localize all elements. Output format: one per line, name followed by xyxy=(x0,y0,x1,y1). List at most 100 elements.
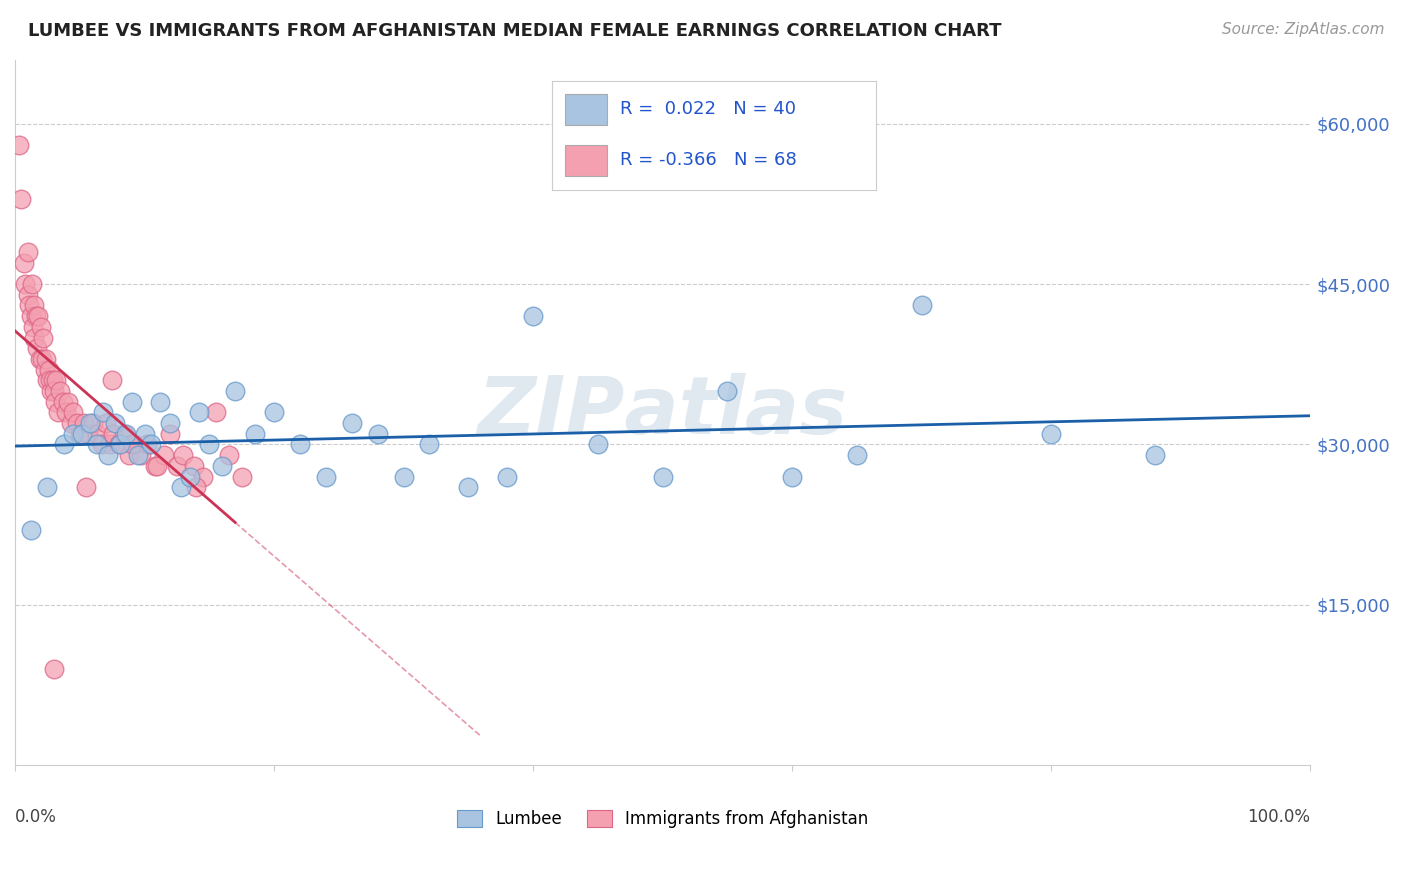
Point xyxy=(22,319,45,334)
Point xyxy=(22,298,45,312)
Legend: Lumbee, Immigrants from Afghanistan: Lumbee, Immigrants from Afghanistan xyxy=(450,803,875,834)
Point xyxy=(121,437,143,451)
Point xyxy=(315,469,337,483)
Text: 0.0%: 0.0% xyxy=(15,807,56,825)
Point xyxy=(367,426,389,441)
Point xyxy=(340,416,363,430)
Point xyxy=(179,469,201,483)
Point xyxy=(86,426,108,441)
Point xyxy=(55,405,77,419)
Point xyxy=(39,373,62,387)
Point xyxy=(17,287,39,301)
Point xyxy=(115,426,138,441)
Text: ZIP​atlas: ZIP​atlas xyxy=(478,374,848,451)
Point xyxy=(35,351,58,366)
Text: LUMBEE VS IMMIGRANTS FROM AFGHANISTAN MEDIAN FEMALE EARNINGS CORRELATION CHART: LUMBEE VS IMMIGRANTS FROM AFGHANISTAN ME… xyxy=(28,22,1001,40)
Point xyxy=(183,458,205,473)
Point xyxy=(651,469,673,483)
Point xyxy=(166,458,188,473)
Point xyxy=(139,437,162,451)
Point xyxy=(910,298,932,312)
Point xyxy=(586,437,609,451)
Point xyxy=(24,309,46,323)
Point xyxy=(288,437,311,451)
Point xyxy=(198,437,221,451)
Point xyxy=(101,373,124,387)
Point xyxy=(56,394,79,409)
Point xyxy=(66,416,89,430)
Point xyxy=(14,277,37,292)
Point xyxy=(37,480,59,494)
Point xyxy=(118,448,141,462)
Point xyxy=(136,437,159,451)
Point xyxy=(53,437,76,451)
Point xyxy=(76,426,98,441)
Point xyxy=(1040,426,1063,441)
Point xyxy=(41,373,63,387)
Point xyxy=(97,448,120,462)
Point xyxy=(108,437,131,451)
Point xyxy=(91,405,114,419)
Point xyxy=(27,309,49,323)
Point xyxy=(13,256,35,270)
Point xyxy=(186,480,208,494)
Point xyxy=(72,426,94,441)
Point xyxy=(37,373,59,387)
Point xyxy=(22,330,45,344)
Point xyxy=(159,426,181,441)
Point xyxy=(45,373,67,387)
Point xyxy=(187,405,209,419)
Point xyxy=(49,384,72,398)
Point xyxy=(10,192,32,206)
Point xyxy=(62,405,84,419)
Point xyxy=(103,426,125,441)
Point xyxy=(21,277,44,292)
Point xyxy=(191,469,214,483)
Point xyxy=(204,405,226,419)
Point xyxy=(107,437,129,451)
Point xyxy=(34,362,56,376)
Point xyxy=(79,416,101,430)
Point xyxy=(59,416,82,430)
Point xyxy=(44,394,66,409)
Point xyxy=(127,448,149,462)
Point xyxy=(143,458,166,473)
Point xyxy=(522,309,544,323)
Point xyxy=(86,437,108,451)
Point xyxy=(496,469,519,483)
Point xyxy=(69,426,91,441)
Text: Source: ZipAtlas.com: Source: ZipAtlas.com xyxy=(1222,22,1385,37)
Text: 100.0%: 100.0% xyxy=(1247,807,1310,825)
Point xyxy=(121,394,143,409)
Point xyxy=(418,437,440,451)
Point xyxy=(20,523,42,537)
Point xyxy=(122,437,145,451)
Point xyxy=(457,480,479,494)
Point xyxy=(38,362,60,376)
Point xyxy=(30,319,52,334)
Point xyxy=(46,405,69,419)
Point xyxy=(7,138,30,153)
Point xyxy=(218,448,240,462)
Point xyxy=(20,309,42,323)
Point xyxy=(1143,448,1166,462)
Point xyxy=(72,416,94,430)
Point xyxy=(716,384,738,398)
Point xyxy=(146,458,169,473)
Point xyxy=(231,469,253,483)
Point xyxy=(170,480,193,494)
Point xyxy=(32,330,55,344)
Point xyxy=(159,416,181,430)
Point xyxy=(75,480,97,494)
Point xyxy=(211,458,233,473)
Point xyxy=(134,426,156,441)
Point xyxy=(149,394,172,409)
Point xyxy=(780,469,803,483)
Point xyxy=(28,351,51,366)
Point xyxy=(129,448,152,462)
Point xyxy=(243,426,266,441)
Point xyxy=(153,448,176,462)
Point xyxy=(845,448,868,462)
Point xyxy=(172,448,194,462)
Point xyxy=(392,469,415,483)
